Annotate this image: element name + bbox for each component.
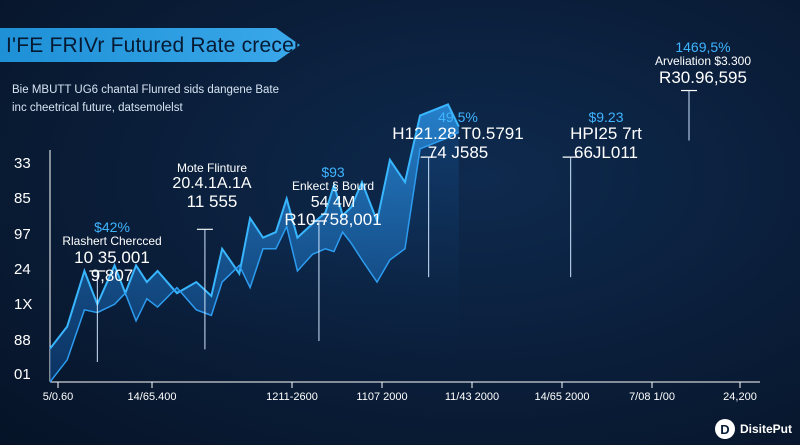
annotation-5-percent: $9.23 (588, 109, 624, 125)
annotation-6-percent: 1469,5% (675, 39, 731, 55)
annotation-5-value-2: 66JL011 (574, 143, 638, 163)
annotation-3-percent: $93 (321, 164, 345, 180)
brand-icon: D (714, 419, 735, 439)
y-tick-label: 85 (14, 190, 31, 207)
band-area (50, 104, 459, 383)
annotation-3-value: 54 4M (310, 193, 356, 211)
annotation-3-value-2: R10.758,001 (284, 210, 382, 230)
chart-title: I'FE FRIVr Futured Rate crecent (6, 34, 312, 57)
annotation-5-value: HPI25 7rt (570, 124, 642, 144)
annotation-1-value-2: 9,807 (90, 266, 134, 286)
y-tick-label: 33 (14, 155, 31, 172)
annotation-callout-3: $93 Enkect § Bourd 54 4M R10.758,001 (284, 164, 382, 230)
x-tick-label: 1107 2000 (356, 391, 408, 403)
annotation-3-label: Enkect § Bourd (291, 179, 375, 194)
annotation-callout-1: $42% Rlashert Chercced 10 35.001 9,807 (62, 219, 162, 286)
annotation-4-percent: 49.5% (438, 109, 478, 125)
x-tick-label: 1211-2600 (266, 391, 318, 403)
brand-logo: D DisitePut (714, 419, 792, 439)
y-tick-label: 97 (14, 226, 31, 243)
annotation-4-value-2: 74 J585 (427, 143, 489, 163)
under-area-fill (50, 132, 459, 382)
annotation-callout-4: 49.5% H121.28.T0.5791 74 J585 (392, 109, 524, 163)
annotation-callout-2: Mote Flinture 20.4.1A.1A 11 555 (172, 161, 252, 211)
x-tick-label: 5/0.60 (42, 391, 74, 403)
x-tick-label: 11/43 2000 (444, 391, 500, 403)
x-tick-label: 24,200 (723, 391, 757, 403)
x-tick-label: 14/65 2000 (534, 391, 590, 403)
annotation-1-label: Rlashert Chercced (62, 234, 162, 249)
y-tick-label: 88 (14, 332, 31, 349)
subtitle-line-2: inc cheetrical future, datsemolelst (12, 102, 183, 114)
annotation-callout-5: $9.23 HPI25 7rt 66JL011 (570, 109, 642, 163)
annotation-4-value: H121.28.T0.5791 (392, 124, 524, 144)
title-banner: I'FE FRIVr Futured Rate crecent (0, 28, 300, 62)
x-tick-label: 7/08 1/00 (629, 391, 675, 403)
annotation-6-value: R30.96,595 (659, 67, 747, 87)
annotation-callout-6: 1469,5% Arveliation $3.300 R30.96,595 (654, 39, 752, 87)
annotation-1-value: 10 35.001 (74, 247, 150, 267)
x-tick-label: 14/65.400 (127, 391, 177, 403)
annotation-2-value: 20.4.1A.1A (172, 175, 252, 193)
brand-name: DisitePut (739, 422, 792, 436)
y-tick-label: 24 (14, 261, 31, 278)
y-tick-label: 01 (14, 366, 31, 383)
lower-series-line (49, 131, 460, 383)
y-tick-label: 1X (14, 296, 33, 313)
annotation-6-label: Arveliation $3.300 (654, 54, 752, 69)
subtitle-line-1: Bie MBUTT UG6 chantal Flunred sids dange… (12, 84, 279, 96)
annotation-2-value-2: 11 555 (186, 191, 238, 211)
annotation-1-percent: $42% (94, 219, 130, 235)
annotation-2-label: Mote Flinture (176, 161, 248, 175)
